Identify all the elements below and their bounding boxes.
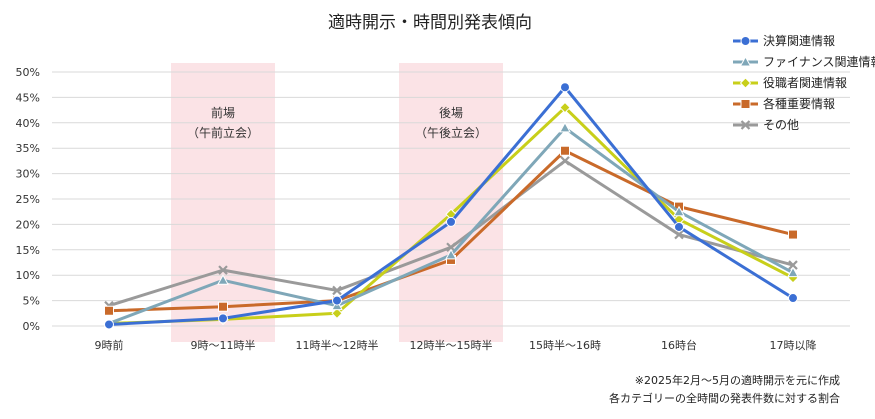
y-tick-label: 30% bbox=[16, 168, 40, 181]
data-point bbox=[559, 121, 571, 133]
data-point bbox=[788, 229, 798, 240]
data-point bbox=[560, 145, 570, 156]
y-tick-label: 35% bbox=[16, 142, 40, 155]
y-tick-label: 15% bbox=[16, 244, 40, 257]
x-tick-label: 12時半～15時半 bbox=[410, 338, 493, 352]
x-tick-label: 16時台 bbox=[661, 338, 697, 352]
band-title-0: 前場 bbox=[211, 105, 235, 120]
y-tick-label: 50% bbox=[16, 66, 40, 79]
data-point bbox=[739, 55, 752, 67]
x-tick-label: 9時前 bbox=[95, 338, 124, 352]
session-band-1 bbox=[399, 63, 503, 342]
y-axis: 0% 5% 10% 15% 20% 25% 30% 35% 40% 45% 50% bbox=[16, 66, 40, 333]
footnote-source: ※2025年2月～5月の適時開示を元に作成 bbox=[635, 373, 840, 387]
data-point bbox=[559, 101, 571, 114]
data-point bbox=[740, 99, 751, 109]
x-axis: 9時前 9時～11時半 11時半～12時半 12時半～15時半 15時半～16時 16時台… bbox=[95, 338, 817, 352]
series-group bbox=[103, 82, 799, 330]
legend-item-0: 決算関連情報 bbox=[733, 33, 835, 48]
data-point bbox=[740, 36, 751, 46]
band-title-1: 後場 bbox=[439, 106, 463, 120]
y-tick-label: 10% bbox=[16, 269, 40, 282]
data-point bbox=[446, 216, 456, 227]
data-point bbox=[740, 120, 751, 130]
data-point bbox=[104, 305, 114, 316]
chart-title: 適時開示・時間別発表傾向 bbox=[328, 13, 532, 33]
legend-item-1: ファイナンス関連情報 bbox=[733, 55, 875, 69]
data-point bbox=[332, 295, 342, 306]
legend-label: 各種重要情報 bbox=[763, 96, 835, 111]
data-point bbox=[331, 307, 343, 320]
legend-item-2: 役職者関連情報 bbox=[733, 75, 847, 90]
y-tick-label: 0% bbox=[23, 320, 40, 333]
x-tick-label: 9時～11時半 bbox=[191, 338, 256, 352]
data-point bbox=[218, 313, 228, 324]
x-tick-label: 17時以降 bbox=[770, 338, 817, 352]
data-point bbox=[788, 293, 798, 304]
footnote-ratio: 各カテゴリーの全時間の発表件数に対する割合 bbox=[609, 391, 840, 405]
legend-item-3: 各種重要情報 bbox=[733, 96, 835, 111]
x-tick-label: 11時半～12時半 bbox=[296, 338, 379, 352]
session-band-0 bbox=[171, 63, 275, 342]
band-subtitle-1: （午後立会） bbox=[415, 125, 487, 140]
legend-label: ファイナンス関連情報 bbox=[763, 55, 875, 69]
data-point bbox=[218, 265, 228, 275]
legend-item-4: その他 bbox=[733, 118, 799, 132]
legend-label: 役職者関連情報 bbox=[763, 75, 847, 90]
y-tick-label: 25% bbox=[16, 193, 40, 206]
data-point bbox=[104, 319, 114, 330]
y-tick-label: 45% bbox=[16, 91, 40, 104]
data-point bbox=[332, 285, 342, 296]
x-tick-label: 15時半～16時 bbox=[529, 338, 601, 352]
data-point bbox=[673, 205, 685, 217]
data-point bbox=[674, 221, 684, 232]
data-point bbox=[788, 260, 798, 270]
data-point bbox=[217, 274, 229, 285]
y-tick-label: 40% bbox=[16, 117, 40, 130]
legend-label: その他 bbox=[763, 118, 799, 132]
data-point bbox=[445, 248, 457, 260]
data-point bbox=[674, 229, 684, 240]
band-subtitle-0: （午前立会） bbox=[187, 125, 259, 140]
data-point bbox=[560, 156, 570, 166]
data-point bbox=[560, 82, 570, 93]
y-tick-label: 20% bbox=[16, 218, 40, 231]
series-0 bbox=[104, 82, 798, 330]
data-point bbox=[739, 77, 752, 89]
series-4 bbox=[104, 156, 798, 311]
legend-label: 決算関連情報 bbox=[763, 33, 835, 48]
session-bands: 前場 （午前立会） 後場 （午後立会） bbox=[171, 63, 503, 342]
y-tick-label: 5% bbox=[23, 295, 40, 308]
data-point bbox=[787, 266, 799, 278]
data-point bbox=[218, 301, 228, 312]
